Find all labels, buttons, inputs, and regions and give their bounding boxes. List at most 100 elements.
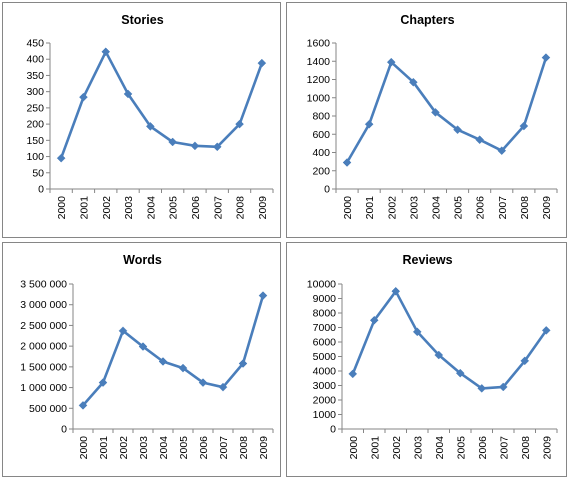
- y-tick-label: 3 000 000: [20, 299, 67, 311]
- x-tick-label: 2009: [258, 436, 270, 460]
- x-tick-label: 2003: [412, 436, 424, 460]
- data-point-marker: [168, 137, 178, 147]
- series-line: [351, 289, 548, 390]
- x-tick-label: 2005: [455, 436, 467, 460]
- y-tick-label: 1600: [307, 38, 331, 50]
- x-tick-label: 2002: [386, 196, 398, 220]
- x-tick-label: 2008: [519, 196, 531, 220]
- data-point-marker: [369, 315, 379, 325]
- x-tick-label: 2004: [158, 436, 170, 460]
- x-tick-label: 2001: [364, 196, 376, 220]
- chart-reviews: Reviews 0 1000 2000 3000 4000 5000 6000 7000 8000…: [286, 242, 567, 477]
- data-point-marker: [342, 158, 352, 167]
- x-tick-label: 2001: [98, 436, 110, 460]
- x-tick-label: 2003: [408, 196, 420, 220]
- y-tick-label: 5000: [313, 351, 337, 363]
- y-tick-label: 0: [38, 184, 44, 196]
- chart-title: Chapters: [400, 13, 454, 27]
- data-point-marker: [258, 291, 268, 300]
- y-tick-label: 10000: [307, 279, 336, 291]
- x-tick-label: 2008: [238, 436, 250, 460]
- data-point-marker: [56, 153, 66, 163]
- x-tick-label: 2007: [212, 196, 224, 220]
- series-line: [59, 50, 264, 159]
- data-point-marker: [158, 357, 168, 366]
- y-tick-label: 3000: [313, 380, 337, 392]
- y-tick-label: 1400: [307, 56, 331, 68]
- data-point-marker: [138, 342, 148, 351]
- y-tick-label: 9000: [313, 293, 337, 305]
- chart-reviews-svg: Reviews 0 1000 2000 3000 4000 5000 6000 7000 8000…: [307, 253, 558, 460]
- data-point-marker: [348, 369, 358, 379]
- x-tick-label: 2004: [430, 196, 442, 220]
- x-tick-label: 2003: [138, 436, 150, 460]
- x-tick-label: 2009: [257, 196, 269, 220]
- data-point-marker: [178, 363, 188, 373]
- x-tick-label: 2007: [497, 196, 509, 220]
- x-tick-label: 2001: [78, 196, 90, 220]
- y-tick-label: 1 000 000: [20, 382, 67, 394]
- data-point-marker: [431, 107, 440, 117]
- data-point-marker: [218, 382, 228, 392]
- y-tick-label: 2000: [313, 395, 337, 407]
- x-tick-label: 2006: [475, 196, 487, 220]
- data-point-marker: [434, 350, 444, 360]
- y-tick-label: 100: [26, 151, 44, 163]
- x-tick-label: 2000: [342, 196, 354, 220]
- data-point-marker: [79, 92, 88, 102]
- y-tick-label: 150: [26, 135, 44, 147]
- x-tick-label: 2007: [218, 436, 230, 460]
- data-point-marker: [257, 58, 267, 68]
- x-tick-label: 2002: [101, 196, 113, 220]
- y-tick-label: 500 000: [29, 403, 67, 415]
- data-point-marker: [364, 119, 374, 129]
- data-point-marker: [541, 326, 551, 335]
- y-tick-label: 300: [26, 86, 44, 98]
- x-tick-label: 2004: [145, 196, 157, 220]
- chart-words: Words 0 500 000 1 000 000 1 500 000 2 000 000…: [2, 242, 281, 477]
- x-tick-label: 2008: [235, 196, 247, 220]
- y-tick-label: 200: [312, 165, 330, 177]
- data-point-marker: [123, 89, 133, 99]
- data-point-marker: [98, 378, 108, 387]
- data-point-marker: [238, 359, 248, 368]
- data-point-marker: [520, 356, 530, 366]
- y-tick-label: 1200: [307, 74, 331, 86]
- data-point-marker: [212, 142, 222, 152]
- y-tick-label: 600: [312, 129, 330, 141]
- chart-stories-svg: Stories 0 50 100 150 200 250 300 350 400 450 2000 20…: [26, 13, 274, 220]
- x-tick-label: 2002: [391, 436, 403, 460]
- data-point-marker: [477, 384, 487, 393]
- data-point-marker: [519, 121, 529, 131]
- y-tick-label: 450: [26, 38, 44, 50]
- x-tick-label: 2006: [190, 196, 202, 220]
- series-line: [82, 295, 265, 407]
- x-tick-label: 2000: [348, 436, 360, 460]
- y-tick-label: 8000: [313, 308, 337, 320]
- x-tick-label: 2007: [498, 436, 510, 460]
- data-point-marker: [391, 286, 401, 296]
- data-point-marker: [145, 122, 155, 131]
- x-tick-label: 2006: [477, 436, 489, 460]
- y-tick-label: 2 500 000: [20, 320, 67, 332]
- data-point-marker: [386, 57, 396, 67]
- y-tick-label: 7000: [313, 322, 337, 334]
- chart-title: Stories: [121, 13, 163, 27]
- data-point-marker: [198, 378, 208, 387]
- y-tick-label: 250: [26, 102, 44, 114]
- x-tick-label: 2005: [178, 436, 190, 460]
- x-tick-label: 2000: [56, 196, 68, 220]
- chart-words-svg: Words 0 500 000 1 000 000 1 500 000 2 000 000…: [20, 253, 274, 460]
- y-tick-label: 1000: [307, 92, 331, 104]
- series-line: [345, 57, 548, 164]
- chart-title: Words: [123, 253, 162, 267]
- data-point-marker: [101, 47, 111, 57]
- chart-chapters-svg: Chapters 0 200 400 600 800 1000 1200 1400 1600 200…: [307, 13, 558, 220]
- y-tick-label: 2 000 000: [20, 341, 67, 353]
- y-tick-label: 400: [26, 54, 44, 66]
- y-tick-label: 0: [330, 424, 336, 436]
- y-tick-label: 400: [312, 147, 330, 159]
- x-tick-label: 2003: [123, 196, 135, 220]
- x-tick-label: 2001: [369, 436, 381, 460]
- x-tick-label: 2005: [453, 196, 465, 220]
